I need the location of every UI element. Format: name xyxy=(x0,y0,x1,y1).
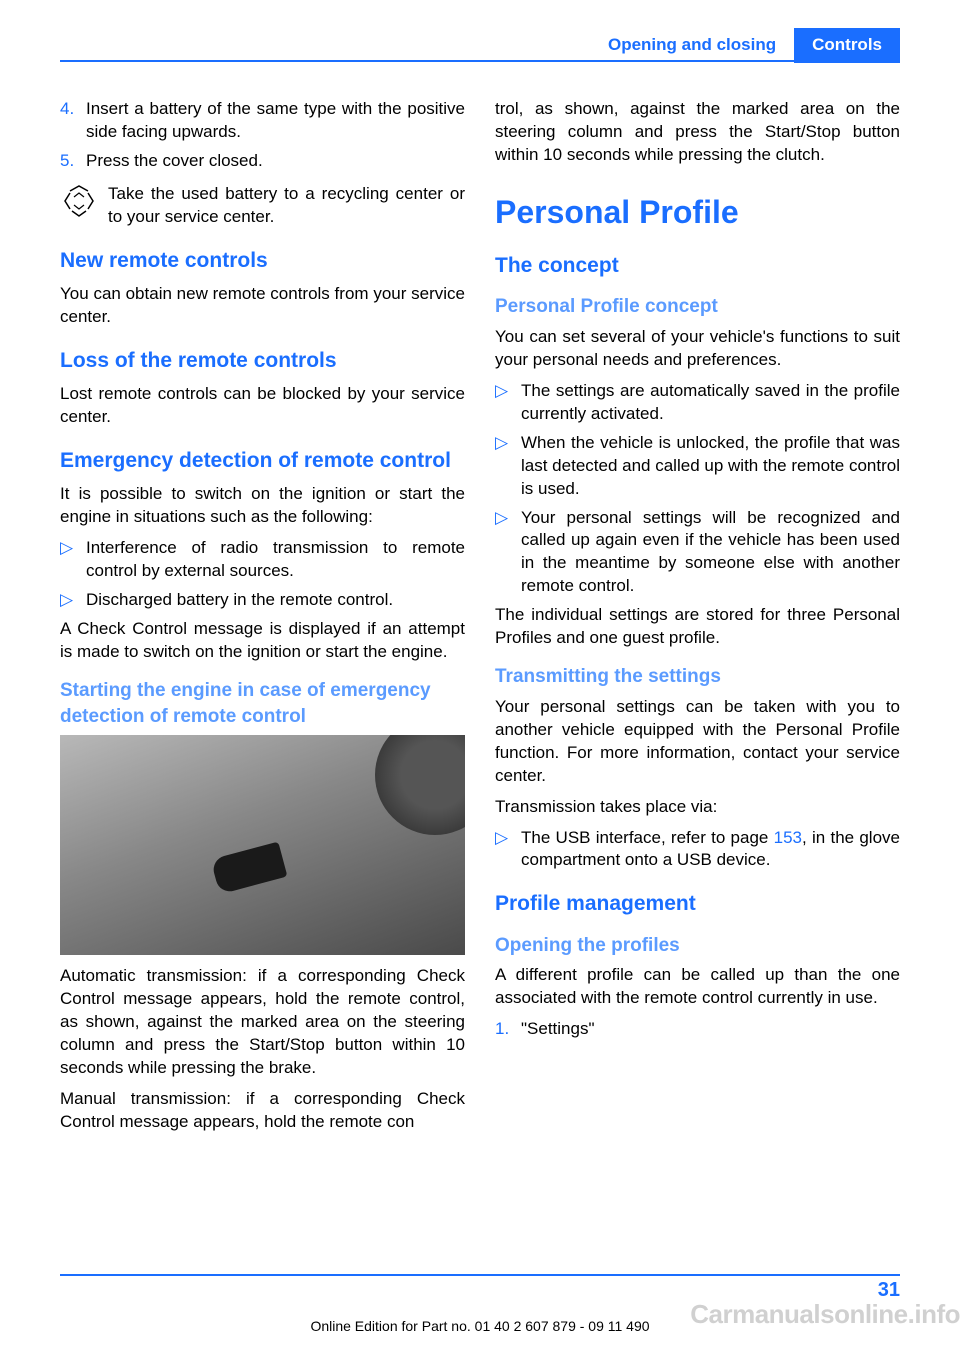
paragraph: You can set several of your vehicle's fu… xyxy=(495,326,900,372)
header-rule xyxy=(60,60,900,62)
paragraph: Transmission takes place via: xyxy=(495,796,900,819)
bullet-item: ▷ Discharged battery in the remote contr… xyxy=(60,589,465,612)
recycle-text: Take the used battery to a recycling cen… xyxy=(108,183,465,229)
bullet-icon: ▷ xyxy=(495,507,521,599)
heading-start-emergency: Starting the engine in case of emergency… xyxy=(60,678,465,729)
bullet-icon: ▷ xyxy=(495,380,521,426)
heading-personal-profile: Personal Profile xyxy=(495,191,900,234)
paragraph: trol, as shown, against the marked area … xyxy=(495,98,900,167)
left-column: 4. Insert a battery of the same type wit… xyxy=(60,98,465,1142)
step-item: 4. Insert a battery of the same type wit… xyxy=(60,98,465,144)
page-header: Opening and closing Controls xyxy=(590,28,900,63)
bullet-text: When the vehicle is unlocked, the profil… xyxy=(521,432,900,501)
recycle-icon xyxy=(60,183,98,221)
right-column: trol, as shown, against the marked area … xyxy=(495,98,900,1142)
bullet-icon: ▷ xyxy=(495,432,521,501)
content-area: 4. Insert a battery of the same type wit… xyxy=(60,98,900,1142)
paragraph: The individual settings are stored for t… xyxy=(495,604,900,650)
paragraph: Your personal settings can be taken with… xyxy=(495,696,900,788)
heading-profile-mgmt: Profile management xyxy=(495,890,900,918)
figure-remote-steering xyxy=(60,735,465,955)
paragraph: It is possible to switch on the ignition… xyxy=(60,483,465,529)
paragraph: Automatic transmission: if a correspondi… xyxy=(60,965,465,1080)
header-section: Controls xyxy=(794,28,900,63)
bullet-text: Your personal settings will be recognize… xyxy=(521,507,900,599)
heading-new-remote: New remote controls xyxy=(60,247,465,275)
watermark: Carmanualsonline.info xyxy=(690,1297,960,1332)
paragraph: A different profile can be called up tha… xyxy=(495,964,900,1010)
figure-wheel-shape xyxy=(375,735,465,835)
figure-key-shape xyxy=(210,841,287,894)
heading-opening-profiles: Opening the profiles xyxy=(495,933,900,959)
heading-emergency: Emergency detection of remote control xyxy=(60,447,465,475)
footer-rule xyxy=(60,1274,900,1276)
paragraph: A Check Control message is displayed if … xyxy=(60,618,465,664)
bullet-text: Interference of radio transmission to re… xyxy=(86,537,465,583)
bullet-item: ▷ When the vehicle is unlocked, the prof… xyxy=(495,432,900,501)
page-link[interactable]: 153 xyxy=(774,828,802,847)
bullet-text: Discharged battery in the remote control… xyxy=(86,589,465,612)
step-text: Press the cover closed. xyxy=(86,150,465,173)
step-item: 5. Press the cover closed. xyxy=(60,150,465,173)
bullet-text: The settings are automatically saved in … xyxy=(521,380,900,426)
paragraph: You can obtain new remote controls from … xyxy=(60,283,465,329)
recycle-note: Take the used battery to a recycling cen… xyxy=(60,183,465,229)
heading-profile-concept: Personal Profile concept xyxy=(495,294,900,320)
heading-concept: The concept xyxy=(495,252,900,280)
step-item: 1. "Settings" xyxy=(495,1018,900,1041)
step-number: 4. xyxy=(60,98,86,144)
paragraph: Lost remote controls can be blocked by y… xyxy=(60,383,465,429)
bullet-text: The USB interface, refer to page 153, in… xyxy=(521,827,900,873)
step-text: "Settings" xyxy=(521,1018,900,1041)
step-number: 5. xyxy=(60,150,86,173)
heading-transmit: Transmitting the settings xyxy=(495,664,900,690)
step-text: Insert a battery of the same type with t… xyxy=(86,98,465,144)
heading-loss: Loss of the remote controls xyxy=(60,347,465,375)
bullet-item: ▷ The USB interface, refer to page 153, … xyxy=(495,827,900,873)
bullet-item: ▷ Interference of radio transmission to … xyxy=(60,537,465,583)
bullet-icon: ▷ xyxy=(60,537,86,583)
paragraph: Manual transmission: if a corresponding … xyxy=(60,1088,465,1134)
header-chapter: Opening and closing xyxy=(590,28,794,63)
bullet-icon: ▷ xyxy=(495,827,521,873)
step-number: 1. xyxy=(495,1018,521,1041)
text-prefix: The USB interface, refer to page xyxy=(521,828,774,847)
bullet-item: ▷ The settings are automatically saved i… xyxy=(495,380,900,426)
bullet-item: ▷ Your personal settings will be recogni… xyxy=(495,507,900,599)
bullet-icon: ▷ xyxy=(60,589,86,612)
